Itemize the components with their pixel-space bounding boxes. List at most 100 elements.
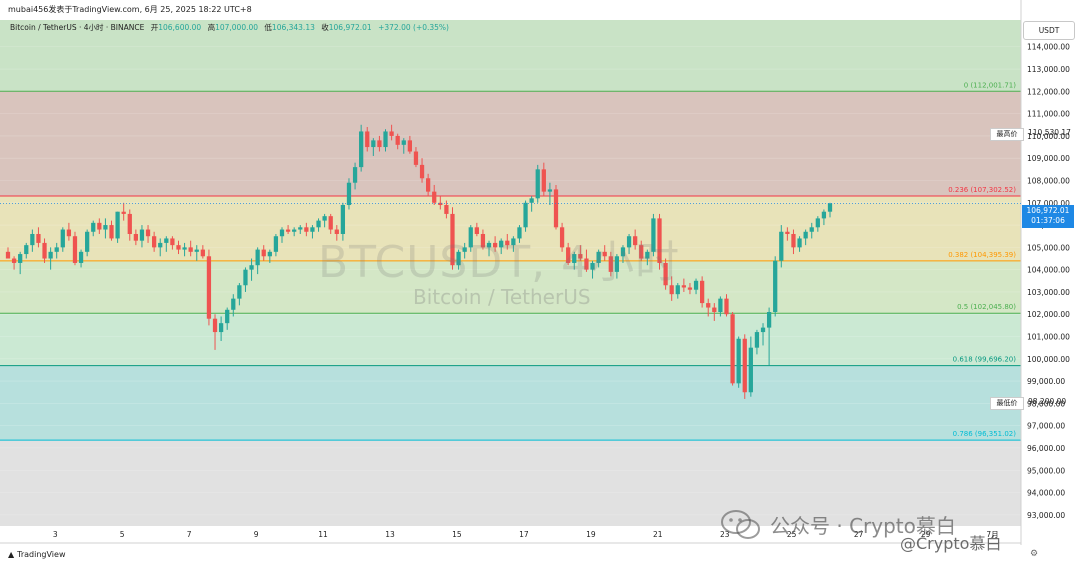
x-tick-label: 17 bbox=[519, 530, 529, 539]
fib-zone bbox=[0, 313, 1021, 366]
candle-body bbox=[42, 242, 47, 259]
candle-body bbox=[669, 285, 674, 295]
candle-body bbox=[60, 229, 65, 248]
candle-body bbox=[681, 285, 686, 288]
candle-body bbox=[584, 258, 589, 270]
candle-body bbox=[480, 233, 486, 248]
x-tick-label: 27 bbox=[854, 530, 864, 539]
candle-body bbox=[389, 131, 394, 136]
candle-body bbox=[590, 262, 595, 270]
candle-body bbox=[322, 216, 327, 221]
y-tick-label: 94,000.00 bbox=[1027, 489, 1065, 498]
candle-body bbox=[821, 211, 827, 219]
symbol-legend: Bitcoin / TetherUS · 4小时 · BINANCE 开106,… bbox=[10, 22, 449, 33]
fib-zone bbox=[0, 260, 1021, 314]
high-value: 107,000.00 bbox=[215, 23, 259, 32]
fib-label: 0.618 (99,696.20) bbox=[953, 356, 1017, 364]
y-tick-label: 93,000.00 bbox=[1027, 511, 1065, 520]
tradingview-logo[interactable]: ▲ TradingView bbox=[8, 550, 66, 559]
candle-body bbox=[803, 231, 808, 239]
candle-body bbox=[383, 131, 388, 148]
candle-body bbox=[535, 169, 540, 199]
candle-body bbox=[748, 347, 753, 393]
x-tick-label: 11 bbox=[318, 530, 328, 539]
y-tick-label: 96,000.00 bbox=[1027, 444, 1065, 453]
x-tick-label: 13 bbox=[385, 530, 395, 539]
candle-body bbox=[72, 236, 78, 263]
candle-body bbox=[97, 222, 102, 230]
candle-body bbox=[633, 236, 638, 246]
candle-body bbox=[225, 309, 230, 324]
fib-zone bbox=[0, 196, 1021, 261]
candle-body bbox=[48, 251, 53, 259]
candle-body bbox=[164, 238, 169, 243]
low-price-tag-value: 98,200.00 bbox=[1028, 397, 1067, 406]
candle-body bbox=[486, 242, 492, 248]
candle-body bbox=[620, 247, 626, 257]
candle-body bbox=[432, 191, 437, 203]
fib-label: 0.236 (107,302.52) bbox=[948, 186, 1016, 194]
low-price-tag: 最低价 bbox=[990, 397, 1024, 410]
candle-body bbox=[760, 327, 766, 333]
candle-body bbox=[718, 298, 723, 313]
x-tick-label: 21 bbox=[653, 530, 663, 539]
candle-body bbox=[298, 227, 303, 230]
candle-body bbox=[419, 164, 425, 179]
candle-body bbox=[176, 245, 181, 250]
candle-body bbox=[614, 256, 620, 272]
candle-body bbox=[645, 251, 650, 259]
candle-body bbox=[700, 280, 705, 304]
fib-label: 0.5 (102,045.80) bbox=[957, 303, 1016, 311]
candle-body bbox=[779, 231, 784, 261]
candle-body bbox=[474, 227, 479, 234]
x-tick-label: 19 bbox=[586, 530, 596, 539]
candle-body bbox=[85, 231, 90, 252]
currency-button[interactable]: USDT bbox=[1023, 21, 1075, 40]
candle-body bbox=[243, 269, 248, 286]
candle-body bbox=[371, 140, 376, 148]
x-tick-label: 25 bbox=[787, 530, 797, 539]
y-tick-label: 112,000.00 bbox=[1027, 87, 1070, 96]
candle-body bbox=[444, 205, 449, 214]
candle-body bbox=[511, 238, 516, 246]
y-tick-label: 103,000.00 bbox=[1027, 288, 1070, 297]
candle-body bbox=[346, 182, 352, 206]
candle-body bbox=[675, 285, 680, 295]
y-tick-label: 107,000.00 bbox=[1027, 199, 1070, 208]
symbol-name[interactable]: Bitcoin / TetherUS · 4小时 · BINANCE bbox=[10, 23, 145, 32]
y-tick-label: 109,000.00 bbox=[1027, 154, 1070, 163]
high-price-tag: 最高价 bbox=[990, 128, 1024, 141]
candle-body bbox=[340, 205, 346, 234]
candle-body bbox=[285, 229, 291, 232]
candle-body bbox=[809, 227, 814, 232]
candle-body bbox=[462, 247, 467, 252]
candle-body bbox=[237, 285, 242, 299]
candle-body bbox=[279, 229, 285, 237]
candle-body bbox=[712, 307, 717, 313]
x-tick-label: 9 bbox=[254, 530, 259, 539]
candle-body bbox=[626, 236, 632, 248]
y-tick-label: 113,000.00 bbox=[1027, 65, 1070, 74]
x-tick-label: 5 bbox=[120, 530, 125, 539]
author-line: mubai456发表于TradingView.com, 6月 25, 2025 … bbox=[8, 5, 252, 14]
candle-body bbox=[133, 233, 138, 241]
gear-icon[interactable]: ⚙ bbox=[1030, 549, 1039, 559]
candle-body bbox=[36, 233, 41, 243]
candle-body bbox=[785, 231, 790, 234]
candle-body bbox=[91, 222, 96, 232]
candle-body bbox=[267, 251, 272, 257]
fib-label: 0.382 (104,395.39) bbox=[948, 251, 1016, 259]
candle-body bbox=[413, 151, 419, 165]
candle-body bbox=[182, 247, 187, 250]
candles bbox=[5, 124, 833, 399]
candle-body bbox=[553, 189, 559, 228]
candle-body bbox=[158, 242, 163, 248]
candle-body bbox=[200, 249, 205, 257]
candle-body bbox=[468, 227, 473, 248]
candle-body bbox=[523, 202, 528, 228]
y-tick-label: 101,000.00 bbox=[1027, 333, 1070, 342]
wechat-handle: @Crypto慕白 bbox=[900, 534, 1002, 553]
candle-body bbox=[608, 256, 613, 272]
candle-body bbox=[194, 249, 199, 252]
